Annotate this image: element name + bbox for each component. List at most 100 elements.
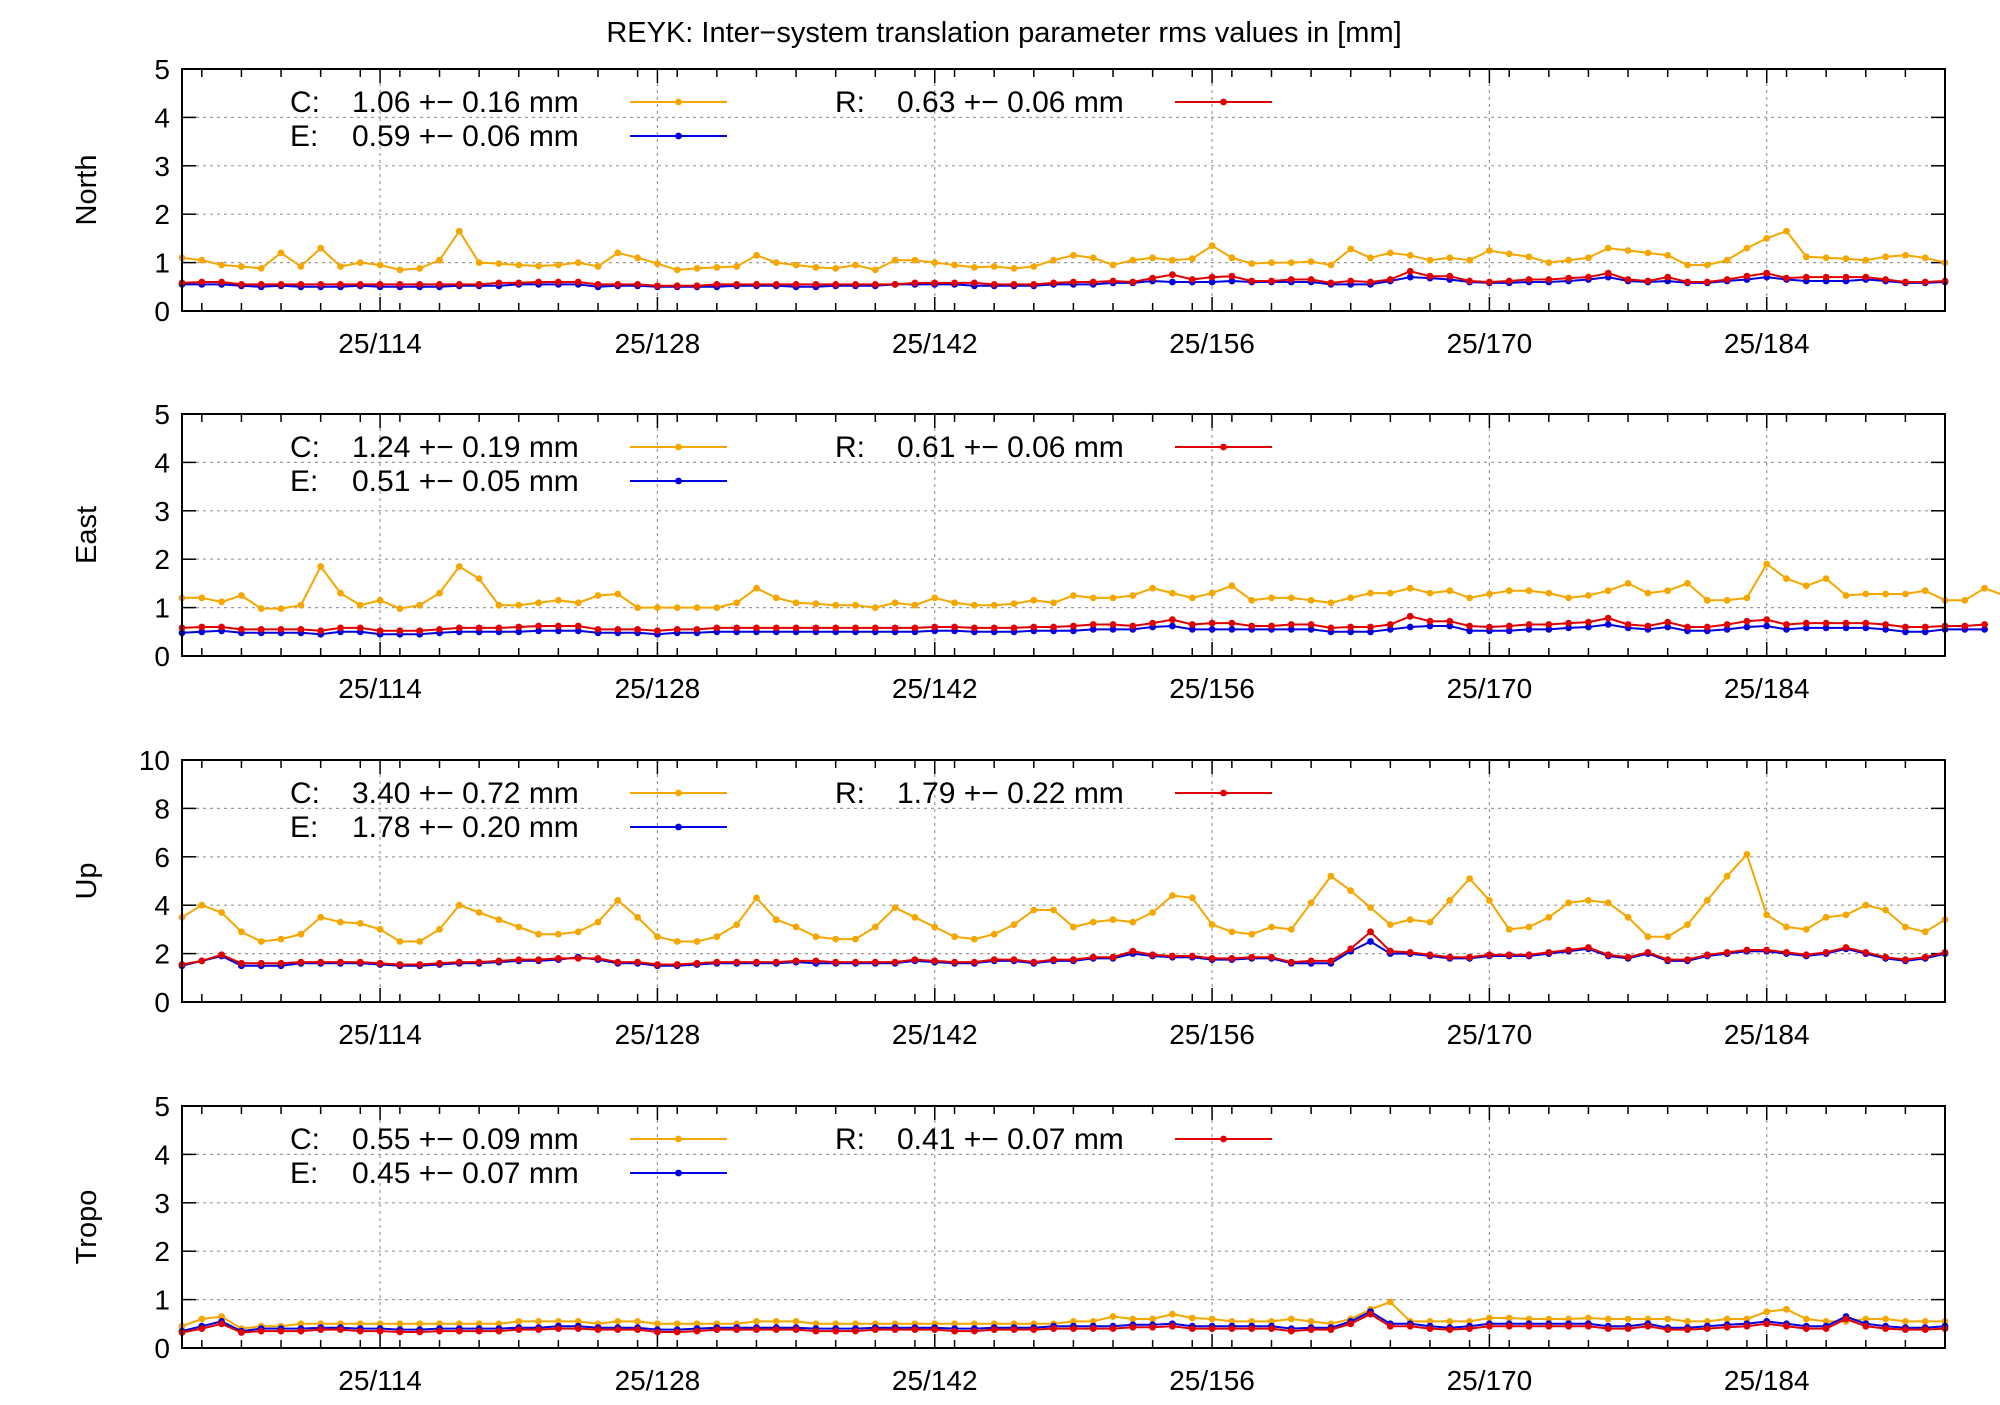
data-point-c (614, 590, 622, 598)
data-point-c (1604, 1315, 1612, 1323)
data-point-r (654, 282, 661, 290)
legend-series-name: R: (835, 1123, 865, 1156)
data-point-c (1703, 261, 1711, 269)
data-point-r (455, 958, 463, 966)
data-point-r (594, 955, 602, 962)
data-point-r (1129, 278, 1137, 286)
data-point-c (218, 1313, 226, 1320)
data-point-r (297, 1327, 305, 1335)
data-point-c (1723, 596, 1731, 604)
data-point-c (1684, 921, 1691, 928)
legend-entry-e: E: 0.51 +− 0.05 mm (290, 465, 727, 498)
y-tick-label: 10 (139, 745, 170, 776)
data-point-c (1644, 1315, 1652, 1323)
data-point-c (1426, 589, 1434, 597)
data-point-c (297, 930, 305, 938)
data-point-c (951, 1320, 958, 1328)
data-point-c (1188, 594, 1196, 602)
data-point-r (1545, 276, 1553, 283)
data-point-r (416, 281, 424, 288)
data-point-c (673, 604, 681, 611)
data-point-r (1585, 1322, 1592, 1330)
data-point-c (1070, 923, 1077, 931)
data-point-r (436, 1327, 443, 1335)
data-point-r (297, 626, 305, 633)
data-point-r (1327, 957, 1335, 965)
data-point-r (1327, 624, 1335, 632)
data-point-e (1842, 624, 1850, 632)
data-point-c (713, 264, 721, 271)
data-point-r (1010, 624, 1018, 632)
data-point-c (1010, 265, 1018, 272)
data-point-r (1902, 1326, 1909, 1333)
data-point-r (1505, 622, 1513, 630)
data-point-c (1406, 251, 1414, 259)
data-point-c (1010, 921, 1018, 928)
data-point-c (594, 263, 602, 270)
data-point-e (1228, 277, 1236, 285)
y-tick-label: 4 (154, 102, 170, 133)
data-point-c (911, 913, 919, 921)
data-point-r (376, 281, 384, 288)
data-point-r (1545, 621, 1553, 628)
legend-entry-r: R: 1.79 +− 0.22 mm (835, 777, 1272, 810)
data-point-r (1684, 956, 1691, 963)
data-point-r (574, 1325, 582, 1332)
data-point-r (1367, 1310, 1374, 1318)
data-point-c (1109, 916, 1117, 924)
y-tick-label: 3 (154, 151, 170, 182)
data-point-r (277, 1327, 285, 1335)
data-point-r (1248, 622, 1256, 630)
data-point-c (495, 260, 503, 267)
data-point-e (1545, 626, 1553, 633)
data-point-c (1802, 926, 1810, 933)
data-point-r (1842, 1315, 1850, 1323)
data-point-e (1228, 626, 1236, 633)
data-point-r (753, 624, 760, 632)
plot-frame (181, 1105, 1946, 1349)
data-point-r (614, 281, 622, 288)
data-point-c (792, 599, 800, 607)
data-point-c (1089, 254, 1097, 262)
data-point-c (1763, 235, 1771, 242)
data-point-r (218, 278, 226, 286)
data-point-c (297, 1320, 305, 1328)
data-point-r (1248, 277, 1256, 285)
data-point-r (555, 622, 562, 630)
x-tick-label: 25/156 (1169, 1365, 1255, 1396)
data-point-r (455, 281, 463, 288)
data-point-r (1129, 622, 1137, 630)
data-point-c (1367, 254, 1374, 262)
data-point-c (574, 928, 582, 936)
data-point-c (1050, 256, 1057, 264)
data-point-c (1723, 1315, 1731, 1323)
data-point-r (1327, 279, 1335, 287)
data-point-c (1644, 589, 1652, 597)
data-point-r (753, 958, 760, 966)
data-point-r (1723, 1323, 1731, 1331)
data-point-r (614, 1326, 622, 1333)
data-point-r (1347, 277, 1355, 285)
data-point-r (951, 1327, 958, 1335)
data-point-r (1406, 949, 1414, 956)
data-point-r (1585, 273, 1592, 281)
data-point-c (1684, 261, 1691, 269)
data-point-r (1188, 276, 1196, 283)
x-tick-label: 25/170 (1447, 1019, 1533, 1050)
data-point-c (475, 1320, 483, 1328)
data-point-r (257, 959, 265, 967)
data-point-r (1862, 949, 1870, 956)
x-tick-label: 25/170 (1447, 1365, 1533, 1396)
data-point-c (1585, 1314, 1592, 1322)
data-point-c (951, 599, 958, 607)
data-point-e (1307, 626, 1315, 633)
data-point-c (931, 923, 939, 931)
data-point-c (713, 933, 721, 941)
data-point-c (1327, 872, 1335, 880)
data-point-r (535, 956, 542, 963)
data-point-r (1981, 621, 1988, 628)
data-point-r (1604, 614, 1612, 622)
data-point-r (911, 956, 919, 963)
data-point-c (218, 598, 226, 606)
data-point-r (574, 278, 582, 286)
